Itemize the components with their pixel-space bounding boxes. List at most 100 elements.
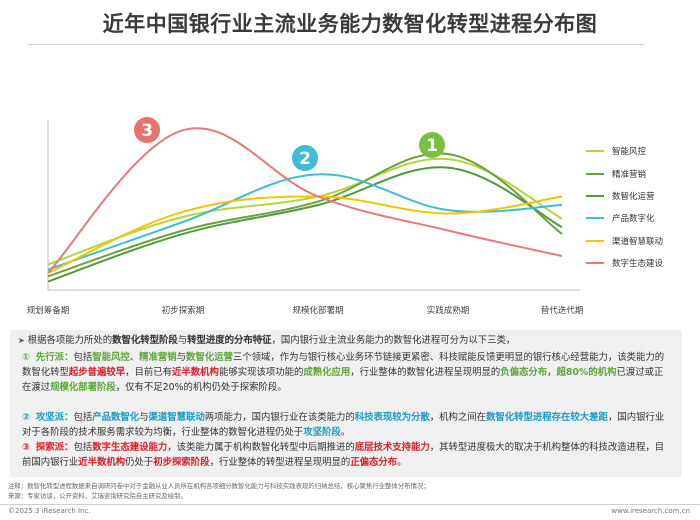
p2-text: 两项能力，国内银行业在该类能力的 [204, 412, 355, 423]
svg-text:2: 2 [299, 149, 311, 169]
intro-text-3: ，国内银行业主流业务能力的数智化进程可分为以下三类， [271, 335, 516, 346]
p3-text: ，行业整体的转型进程呈现明显的 [209, 457, 351, 469]
p2-text: 包括 [73, 412, 93, 423]
analysis-panel [10, 330, 682, 477]
x-tick-label: 规划筹备期 [27, 305, 70, 316]
p3-text: 。 [397, 457, 407, 469]
intro-key-2: 转型进度的分布特征 [187, 335, 272, 346]
p1-text: ，仅有不足20%的机构仍处于探索阶段。 [115, 382, 287, 394]
intro-text-2: 与 [177, 335, 188, 346]
x-tick-label: 规模化部署期 [292, 305, 343, 316]
copyright: ©2025.3 iResearch Inc. [8, 507, 91, 515]
p3-key: 数字生态建设能力 [92, 442, 168, 453]
legend-label: 精准营销 [612, 169, 647, 180]
page-title: 近年中国银行业主流业务能力数智化转型进程分布图 [102, 12, 598, 36]
p1-key: 精准营销 [139, 352, 177, 363]
p1-key: 起步普遍较早 [68, 367, 126, 379]
title-divider [28, 44, 644, 45]
p3-text: ，其转型进度极大的取决于机构整体的科技改造进程，目前国内银行业 [22, 442, 665, 469]
footer-divider [0, 504, 700, 505]
p3-key: 底层技术支持能力 [354, 442, 430, 453]
note-text: 注释：数智化转型进程数据来自调研问卷中对于金融从业人员所在机构各项细分数智化能力… [8, 482, 430, 490]
pioneer-number: ① [22, 352, 30, 363]
p1-text: 包括 [73, 352, 93, 363]
series-line-4 [47, 173, 563, 271]
legend-swatch [586, 172, 604, 175]
challenger-heading: 攻坚派： [35, 412, 74, 423]
series-line-6 [47, 127, 563, 274]
source-text: 来源：专家访谈，公开资料，艾瑞咨询研究院自主研究及绘制。 [8, 492, 187, 500]
legend-swatch [586, 239, 604, 242]
p3-text: 仍处于 [125, 457, 154, 469]
legend-item-2: 精准营销 [586, 162, 696, 184]
challenger-number: ② [22, 412, 30, 423]
p1-text: 与 [176, 352, 187, 363]
p1-text: ， [547, 367, 557, 379]
legend-label: 渠道智慧联动 [612, 236, 664, 247]
p1-text: 已渡过或正在渡过 [22, 367, 664, 394]
legend-swatch [586, 217, 604, 220]
p2-text: 。 [340, 427, 351, 439]
intro-key-1: 数智化转型阶段 [112, 335, 178, 346]
legend-item-1: 智能风控 [586, 140, 696, 162]
p1-key: 智能风控 [92, 352, 130, 363]
p1-key: 负偏态分布 [500, 367, 548, 379]
legend-item-5: 渠道智慧联动 [586, 230, 696, 252]
pioneer-paragraph: ① 先行派：包括智能风控、精准营销与数智化运营三个领域，作为与银行核心业务环节链… [22, 350, 672, 396]
legend-label: 智能风控 [612, 147, 647, 158]
series-line-3 [47, 166, 563, 283]
annotation-marker-1: 1 [419, 132, 445, 158]
p1-text: 、 [129, 352, 140, 363]
p1-key: 成熟化应用 [303, 367, 351, 379]
p1-key: 规模化部署阶段 [50, 382, 116, 394]
explorer-paragraph: ③ 探索派：包括数字生态建设能力，该类能力属于机构数智化转型中后期推进的底层技术… [22, 440, 672, 470]
p2-key: 产品数智化 [92, 412, 140, 423]
challenger-paragraph: ② 攻坚派：包括产品数智化与渠道智慧联动两项能力，国内银行业在该类能力的科技表现… [22, 410, 672, 440]
p3-key: 正偏态分布 [350, 457, 398, 469]
legend-label: 数智化运营 [612, 191, 655, 202]
p2-key: 科技表现较为分散 [354, 412, 430, 423]
p2-key: 攻坚阶段 [303, 427, 341, 439]
p2-text: ，机构之间在 [429, 412, 487, 423]
svg-text:3: 3 [141, 121, 153, 141]
p2-text: ，国内银行业对于各阶段的技术服务需求较为均衡，行业整体的数智化进程仍处于 [22, 412, 665, 439]
p1-text: ，目前已有 [125, 367, 173, 379]
legend-swatch [586, 150, 604, 153]
legend-item-6: 数字生态建设 [586, 252, 696, 274]
p1-key: 超80%的机构 [556, 367, 617, 379]
intro-paragraph: ➤ 根据各项能力所处的数智化转型阶段与转型进度的分布特征，国内银行业主流业务能力… [18, 335, 516, 346]
legend-swatch [586, 262, 604, 265]
series-line-2 [47, 152, 563, 278]
pioneer-heading: 先行派： [35, 352, 74, 363]
legend-label: 产品数字化 [612, 214, 655, 225]
p3-key: 近半数机构 [78, 457, 126, 469]
annotation-marker-2: 2 [292, 145, 318, 171]
p3-text: ，该类能力属于机构数智化转型中后期推进的 [167, 442, 355, 453]
p1-text: ，行业整体的数智化进程呈现明显的 [350, 367, 501, 379]
p2-key: 数智化转型进程存在较大差距 [486, 412, 608, 423]
p2-key: 渠道智慧联动 [148, 412, 205, 423]
p1-text: 能够实现该项功能的 [218, 367, 304, 379]
explorer-number: ③ [22, 442, 30, 453]
x-tick-label: 初步探索期 [162, 305, 205, 316]
legend-item-3: 数智化运营 [586, 185, 696, 207]
p3-text: 包括 [73, 442, 93, 453]
x-tick-label: 替代迭代期 [541, 305, 584, 316]
legend-item-4: 产品数字化 [586, 207, 696, 229]
chart-legend: 智能风控精准营销数智化运营产品数字化渠道智慧联动 数字生态建设 [586, 140, 696, 274]
svg-text:1: 1 [426, 136, 438, 156]
p3-key: 初步探索阶段 [153, 457, 210, 469]
website-link[interactable]: www.iresearch.com.cn [611, 507, 690, 515]
x-tick-label: 实践成熟期 [427, 305, 470, 316]
chart: 规划筹备期 初步探索期 规模化部署期 实践成熟期 替代迭代期 1 2 3 [27, 117, 584, 316]
annotation-marker-3: 3 [134, 117, 160, 143]
explorer-heading: 探索派： [35, 442, 74, 453]
p1-key: 数智化运营 [186, 352, 233, 363]
legend-swatch [586, 194, 604, 197]
p1-text: 三个领域，作为与银行核心业务环节链接更紧密、科技赋能反馈更明显的银行核心经营能力… [22, 352, 665, 379]
p2-text: 与 [139, 412, 149, 423]
intro-text-1: 根据各项能力所处的 [27, 335, 113, 346]
legend-label: 数字生态建设 [612, 259, 664, 270]
p1-key: 近半数机构 [172, 367, 219, 379]
notes: 注释：数智化转型进程数据来自调研问卷中对于金融从业人员所在机构各项细分数智化能力… [8, 481, 688, 501]
